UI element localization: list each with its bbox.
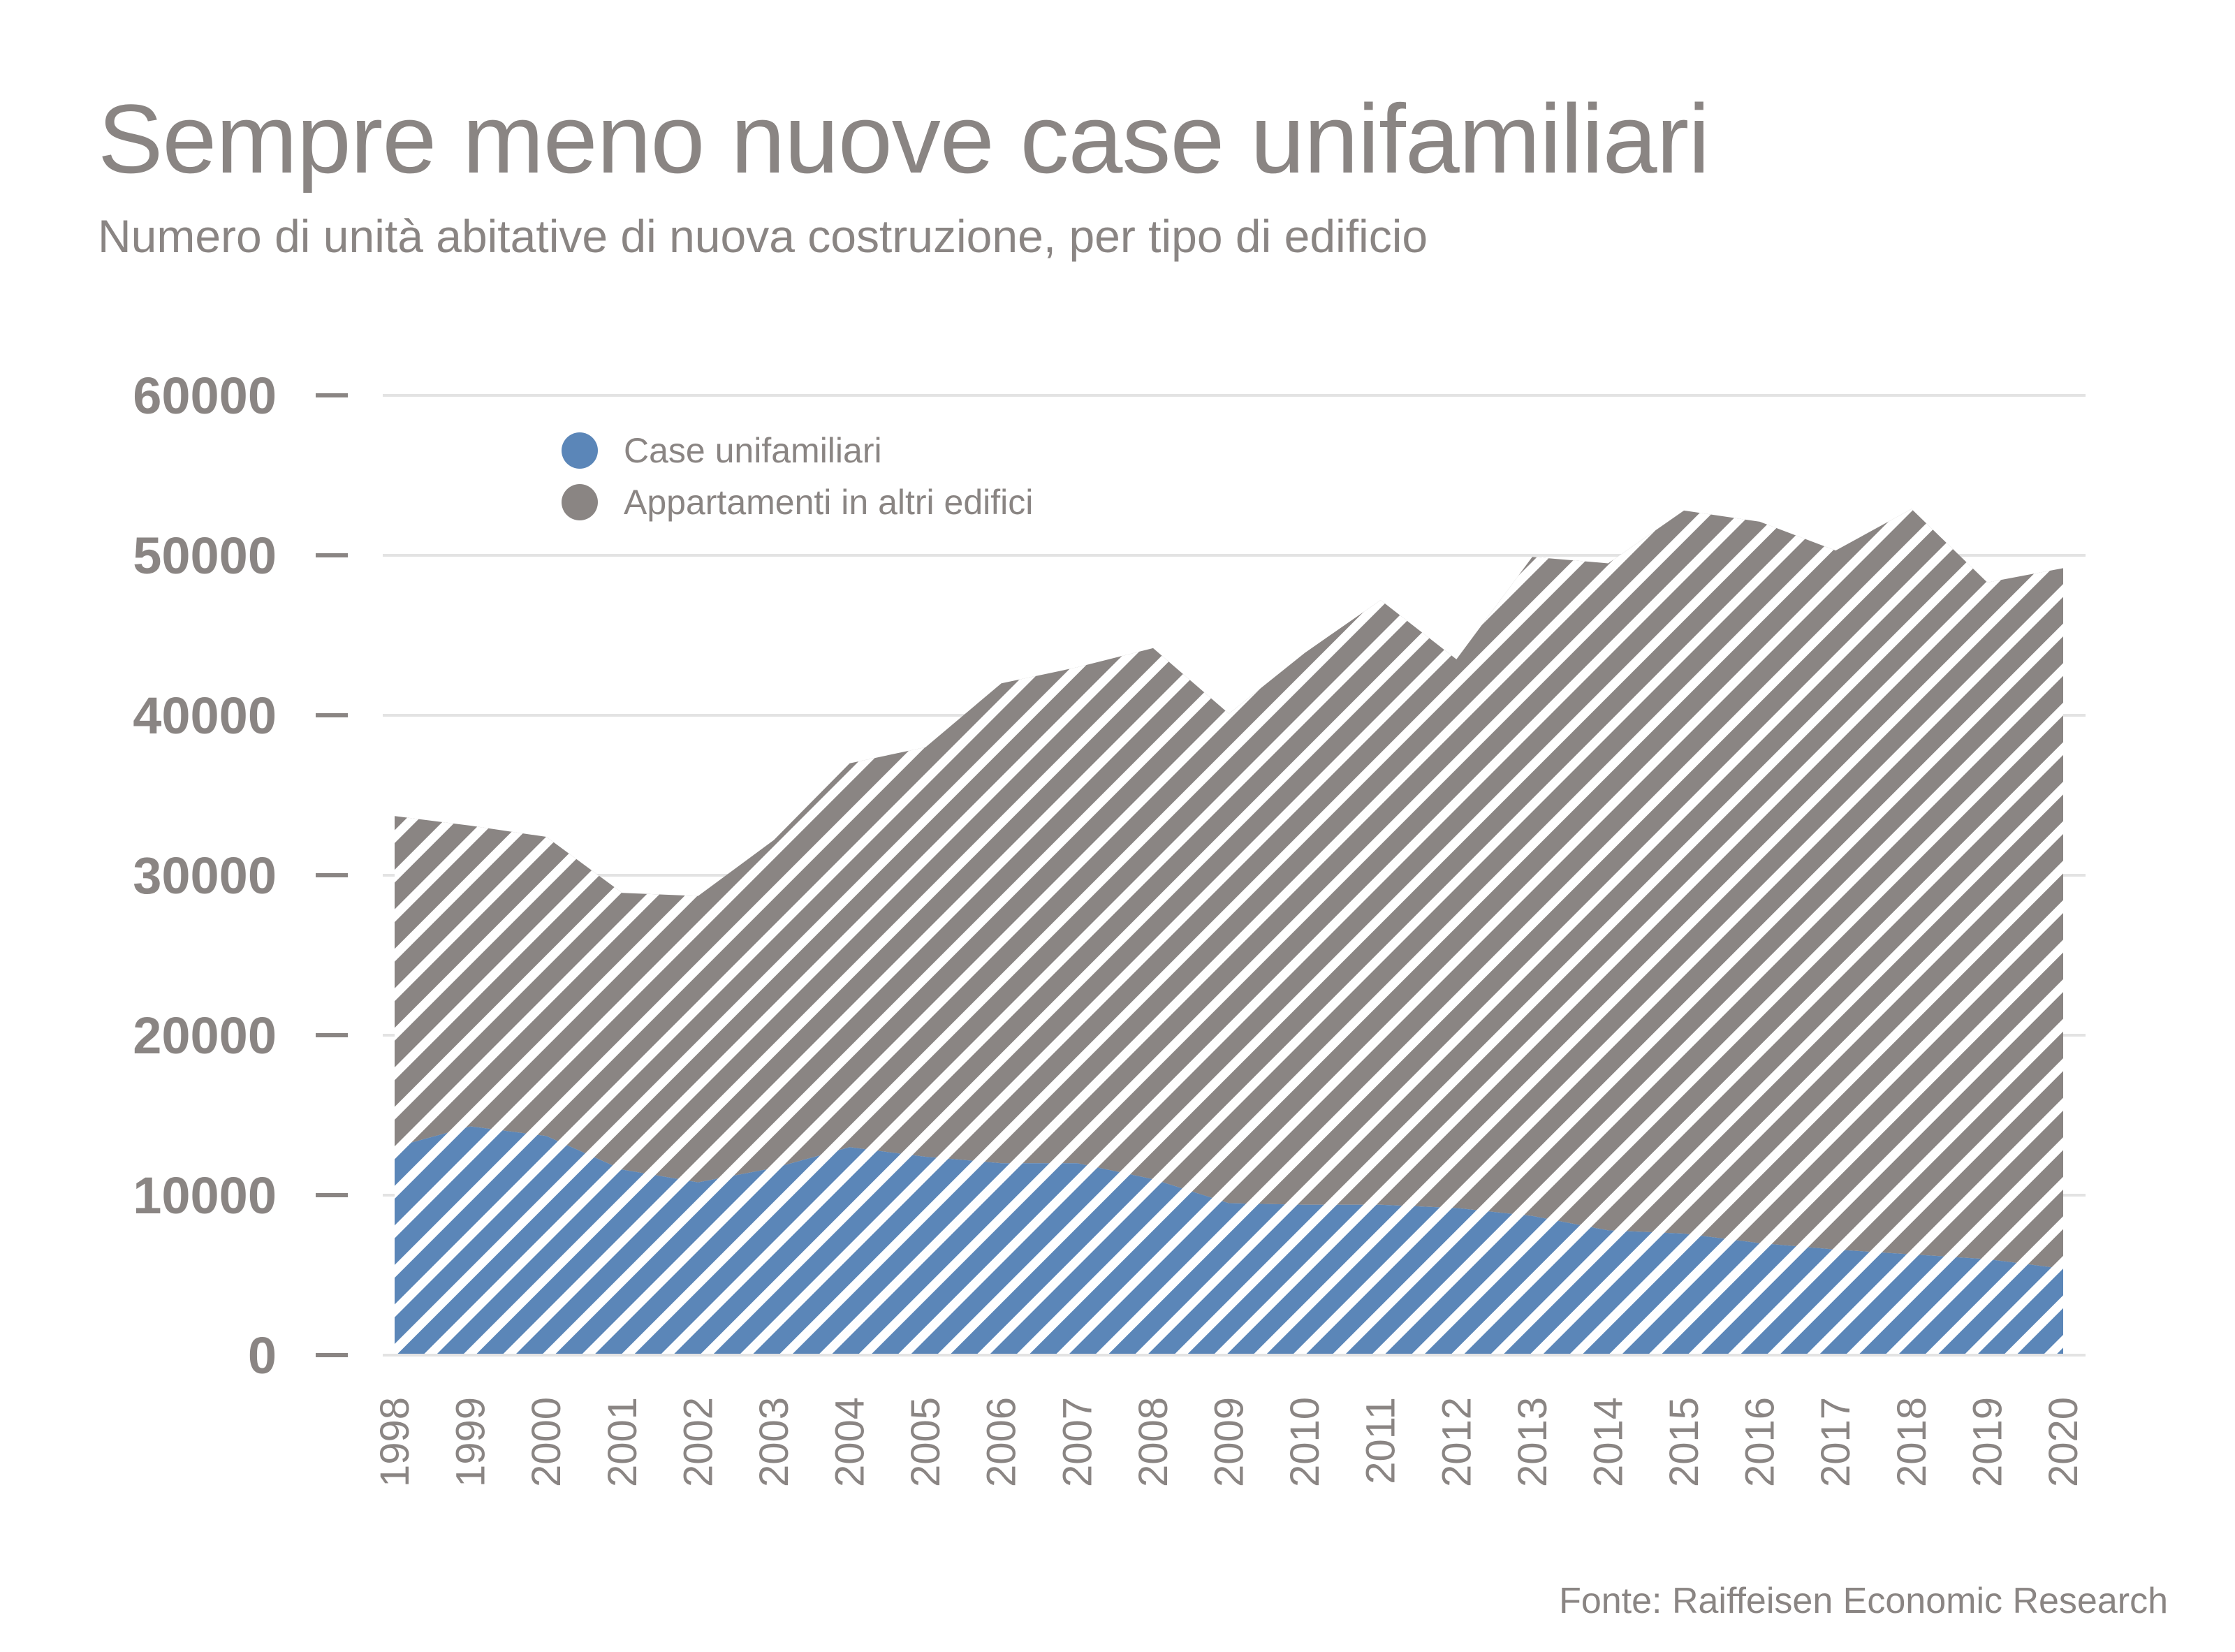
x-tick-label: 2007 <box>1055 1397 1100 1487</box>
y-tick-label: 60000 <box>133 367 277 425</box>
x-tick-label: 2005 <box>903 1397 948 1487</box>
source-note: Fonte: Raiffeisen Economic Research <box>1559 1581 2168 1621</box>
x-tick-label: 2012 <box>1434 1397 1479 1487</box>
chart-subtitle: Numero di unità abitative di nuova costr… <box>98 210 1428 262</box>
x-tick-label: 2014 <box>1585 1397 1631 1487</box>
legend-label-case-unifamiliari: Case unifamiliari <box>624 431 882 470</box>
y-tick-label: 40000 <box>133 687 277 745</box>
x-tick-label: 2003 <box>752 1397 797 1487</box>
chart-title: Sempre meno nuove case unifamiliari <box>98 84 1710 193</box>
x-tick-label: 2019 <box>1965 1397 2010 1487</box>
x-tick-label: 2001 <box>600 1397 645 1487</box>
axes: 0 10000 20000 30000 40000 50000 60000 1998 1999 2… <box>133 367 2086 1487</box>
x-tick-label: 2009 <box>1207 1397 1252 1487</box>
x-tick-label: 1998 <box>372 1397 418 1487</box>
y-tick-label: 30000 <box>133 847 277 905</box>
x-tick-label: 2000 <box>524 1397 569 1487</box>
x-tick-label: 2010 <box>1282 1397 1328 1487</box>
stripe-overlay <box>395 509 2063 1355</box>
y-tick-label: 50000 <box>133 527 277 585</box>
x-tick-label: 2004 <box>828 1397 873 1487</box>
y-tick-label: 20000 <box>133 1007 277 1065</box>
stripe-overlay-area <box>395 509 2063 1355</box>
x-tick-label: 1999 <box>448 1397 494 1487</box>
legend-swatch-case-unifamiliari <box>562 432 598 469</box>
x-tick-label: 2020 <box>2041 1397 2086 1487</box>
legend: Case unifamiliari Appartamenti in altri e… <box>562 431 1033 522</box>
x-tick-label: 2006 <box>979 1397 1025 1487</box>
x-tick-label: 2015 <box>1662 1397 1707 1487</box>
x-tick-label: 2017 <box>1813 1397 1859 1487</box>
x-tick-label: 2011 <box>1358 1397 1404 1484</box>
x-tick-label: 2008 <box>1131 1397 1176 1487</box>
x-tick-label: 2016 <box>1738 1397 1783 1487</box>
x-tick-label: 2018 <box>1889 1397 1935 1487</box>
y-tick-label: 0 <box>248 1326 277 1384</box>
y-tick-label: 10000 <box>133 1167 277 1225</box>
x-tick-label: 2002 <box>675 1397 721 1487</box>
legend-label-appartamenti: Appartamenti in altri edifici <box>624 483 1033 522</box>
x-tick-label: 2013 <box>1510 1397 1555 1487</box>
legend-swatch-appartamenti <box>562 484 598 520</box>
